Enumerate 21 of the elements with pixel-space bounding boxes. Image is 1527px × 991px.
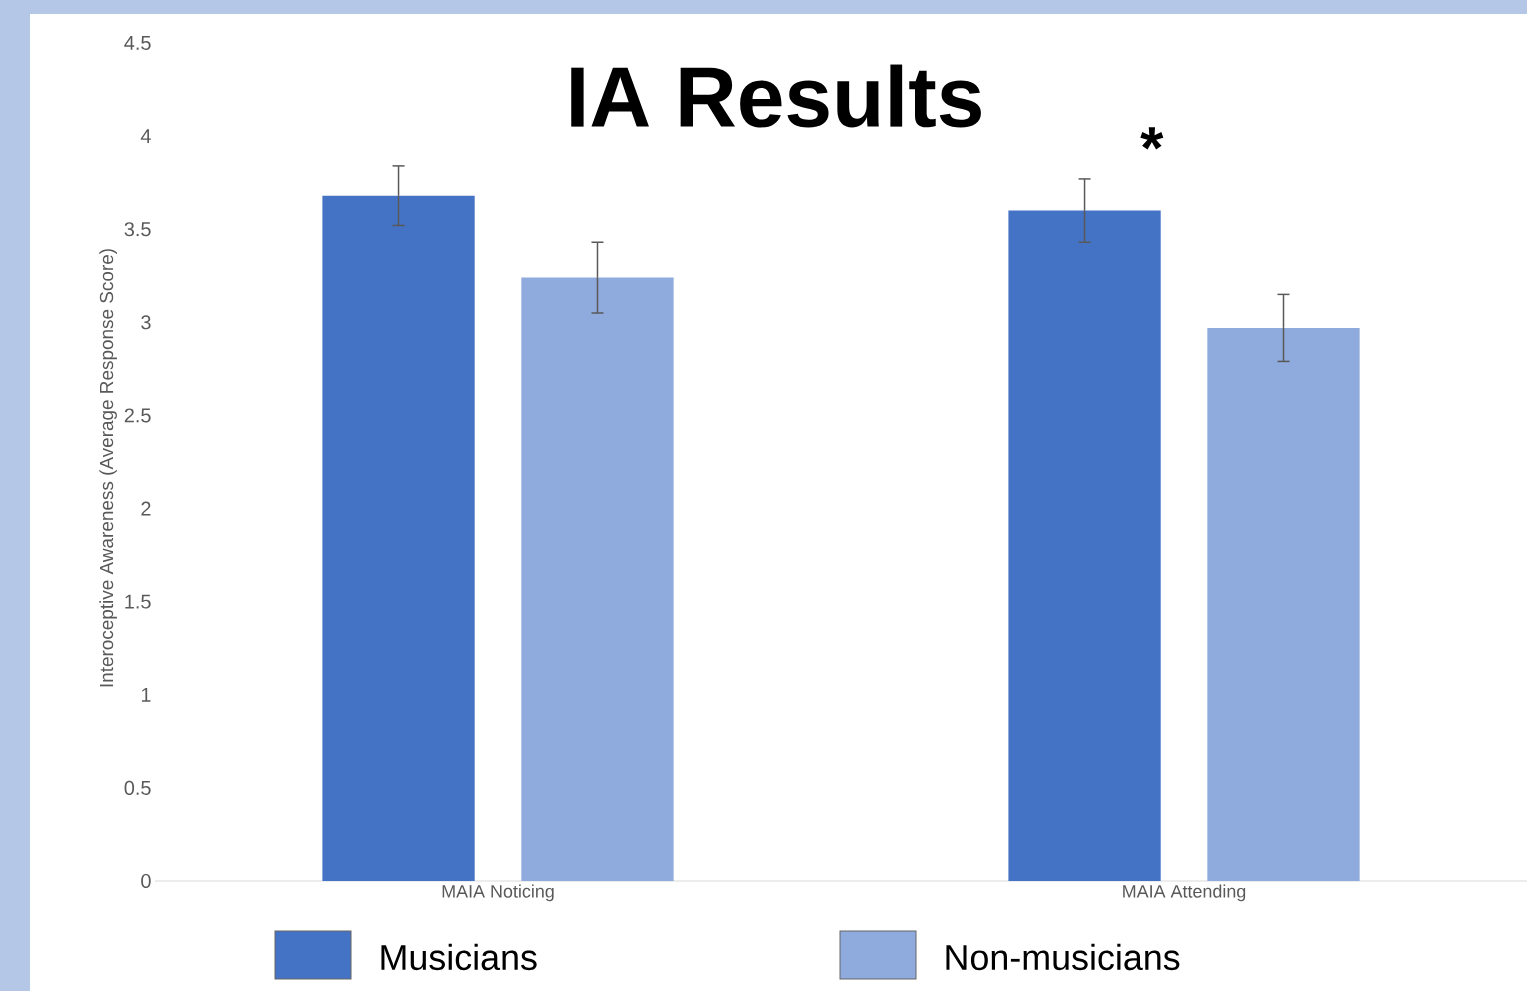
bar — [322, 195, 475, 881]
bar — [1008, 210, 1161, 881]
annotation: * — [1140, 127, 1164, 150]
x-tick-label: MAIA Attending — [1123, 884, 1246, 902]
y-tick-label: 3 — [141, 315, 151, 330]
legend-label: Musicians — [381, 943, 537, 971]
y-tick-label: 2 — [141, 501, 151, 516]
y-axis-title: Interoceptive Awareness (Average Response Score) — [99, 249, 117, 687]
y-tick-label: 2.5 — [124, 408, 151, 423]
chart-title: IA Results — [571, 64, 981, 128]
bar — [521, 277, 674, 881]
legend-label: Non-musicians — [946, 943, 1180, 971]
y-tick-label: 1 — [141, 687, 151, 702]
y-tick-label: 4.5 — [124, 36, 151, 50]
y-tick-label: 4 — [140, 129, 151, 143]
x-tick-label: MAIA Noticing — [442, 884, 554, 902]
y-tick-label: 3.5 — [124, 222, 151, 237]
y-tick-label: 0 — [141, 873, 151, 889]
y-tick-label: 1.5 — [125, 594, 151, 609]
bar — [1207, 327, 1360, 881]
y-tick-label: 0.5 — [124, 780, 151, 795]
